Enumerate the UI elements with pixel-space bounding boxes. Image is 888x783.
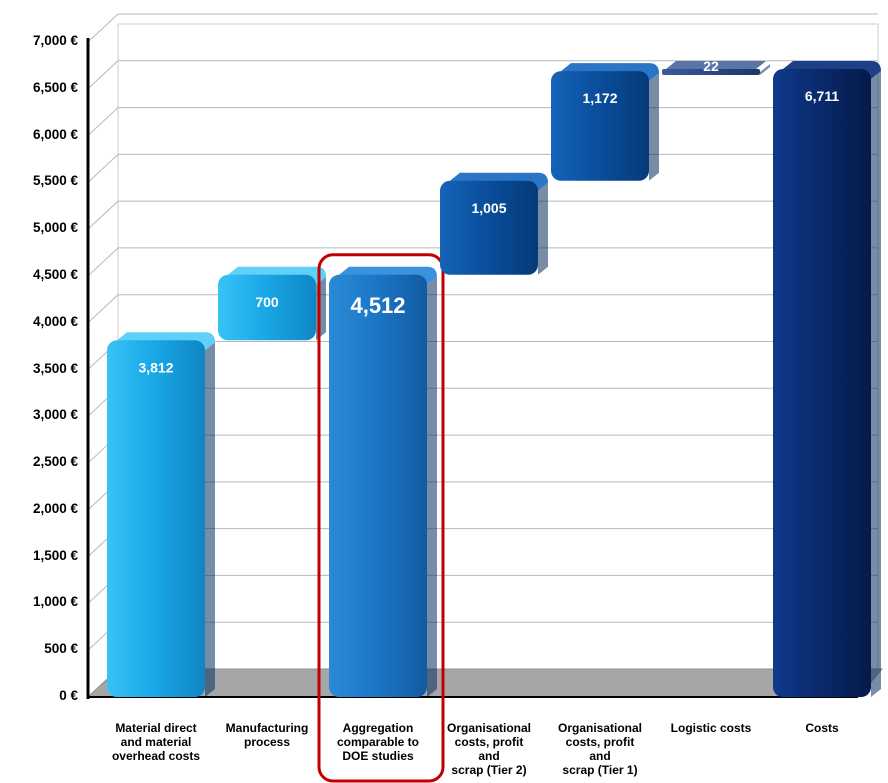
gridline	[87, 294, 878, 324]
y-tick-label: 2,000 €	[32, 500, 78, 516]
bar-value-label: 3,812	[138, 359, 173, 375]
y-tick-label: 5,000 €	[32, 220, 78, 236]
y-tick-label: 2,500 €	[32, 454, 78, 470]
bar	[773, 69, 871, 698]
gridline	[87, 200, 878, 230]
x-tick-label: Costs	[805, 721, 839, 735]
bar-value-label: 1,172	[582, 90, 617, 106]
bar-side	[871, 71, 881, 698]
y-tick-label: 4,000 €	[32, 313, 78, 329]
y-tick-label: 6,000 €	[32, 126, 78, 142]
bar-top	[666, 61, 766, 70]
y-tick-label: 3,000 €	[32, 407, 78, 423]
x-tick-label: Material direct and material overhead co…	[111, 721, 201, 763]
bar-side	[538, 182, 548, 275]
bar-side	[427, 276, 437, 697]
bar-value-label: 4,512	[350, 293, 405, 318]
bar	[107, 340, 205, 697]
y-tick-label: 5,500 €	[32, 173, 78, 189]
x-tick-label: Logistic costs	[670, 721, 752, 735]
bar	[440, 180, 538, 275]
bar	[551, 71, 649, 181]
x-tick-label: Organisational costs, profit and scrap (…	[557, 721, 643, 777]
gridline	[87, 13, 878, 43]
bar-value-label: 22	[703, 58, 719, 74]
bar	[218, 274, 316, 341]
y-tick-label: 500 €	[44, 641, 78, 657]
bar-side	[205, 342, 215, 697]
gridline	[87, 247, 878, 277]
x-tick-label: Aggregation comparable to DOE studies	[336, 721, 420, 763]
y-tick-label: 7,000 €	[32, 33, 78, 48]
y-tick-label: 6,500 €	[32, 79, 78, 95]
x-tick-label: Manufacturing process	[225, 721, 309, 749]
y-tick-label: 1,000 €	[32, 594, 78, 610]
gridline	[87, 60, 878, 90]
bar	[662, 69, 760, 76]
bar-value-label: 6,711	[805, 88, 839, 104]
y-tick-label: 0 €	[59, 688, 78, 703]
bar-side	[760, 64, 770, 76]
y-tick-label: 3,500 €	[32, 360, 78, 376]
highlight-outline	[317, 253, 445, 783]
y-tick-label: 4,500 €	[32, 266, 78, 282]
bar-value-label: 700	[255, 294, 279, 310]
y-tick-label: 1,500 €	[32, 547, 78, 563]
bar	[329, 274, 427, 697]
back-wall	[117, 23, 879, 670]
bar-value-label: 1,005	[471, 200, 506, 216]
x-tick-label: Organisational costs, profit and scrap (…	[446, 721, 532, 777]
bar-side	[649, 73, 659, 181]
